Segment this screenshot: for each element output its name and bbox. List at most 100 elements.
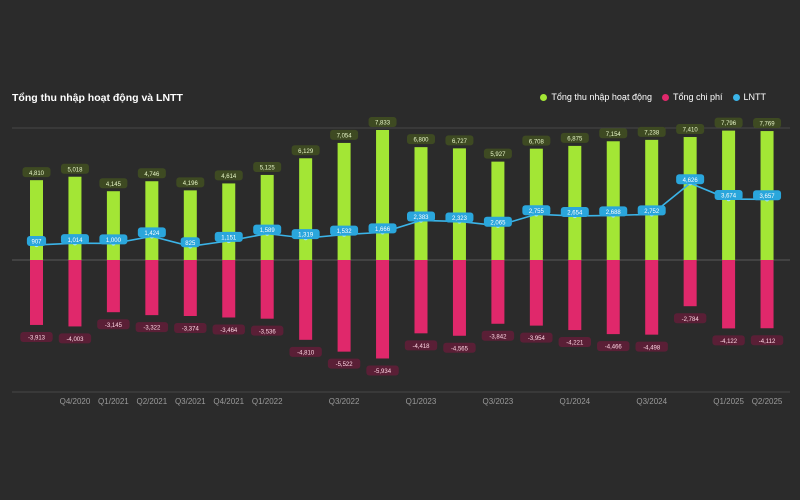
bar-income bbox=[568, 145, 582, 260]
data-label-cost: -3,842 bbox=[489, 334, 507, 340]
data-label-profit: 1,000 bbox=[106, 238, 122, 244]
bar-income bbox=[414, 147, 428, 260]
data-label-profit-bg bbox=[137, 227, 166, 238]
data-label-income-bg bbox=[599, 128, 628, 139]
data-label-income-bg bbox=[483, 148, 512, 159]
legend: Tổng thu nhập hoạt động Tổng chi phí LNT… bbox=[540, 92, 766, 102]
data-label-cost-bg bbox=[443, 342, 476, 353]
data-label-income-bg bbox=[176, 177, 205, 188]
data-label-cost: -3,322 bbox=[143, 326, 161, 332]
data-label-cost-bg bbox=[558, 337, 591, 348]
data-label-profit-bg bbox=[214, 231, 243, 242]
legend-label-cost: Tổng chi phí bbox=[672, 92, 723, 102]
data-label-income-bg bbox=[368, 117, 397, 127]
x-tick-label: Q3/2021 bbox=[175, 397, 206, 406]
bar-income bbox=[183, 190, 197, 260]
data-label-profit: 2,752 bbox=[644, 209, 660, 215]
data-label-profit-bg bbox=[445, 212, 474, 223]
data-label-profit: 1,589 bbox=[260, 228, 276, 234]
data-label-income: 4,810 bbox=[29, 171, 45, 177]
data-label-cost-bg bbox=[597, 341, 630, 352]
x-tick-label: Q1/2022 bbox=[252, 397, 283, 406]
bar-income bbox=[106, 191, 120, 260]
data-label-income: 6,708 bbox=[529, 139, 545, 145]
bar-income bbox=[337, 142, 351, 260]
data-label-cost: -5,522 bbox=[336, 362, 354, 368]
data-label-income: 5,927 bbox=[490, 152, 506, 158]
bar-income bbox=[376, 130, 390, 260]
bar-cost bbox=[491, 260, 505, 324]
data-label-income: 4,196 bbox=[183, 181, 199, 187]
data-label-income-bg bbox=[214, 170, 243, 181]
bar-cost bbox=[68, 260, 82, 327]
data-label-income-bg bbox=[330, 129, 359, 140]
data-label-cost: -4,112 bbox=[759, 339, 776, 345]
data-label-profit-bg bbox=[291, 229, 320, 240]
bar-cost bbox=[337, 260, 351, 352]
data-label-income: 5,125 bbox=[260, 166, 276, 172]
data-label-profit-bg bbox=[522, 205, 551, 216]
data-label-profit: 1,532 bbox=[337, 229, 353, 235]
bar-income bbox=[222, 183, 236, 260]
data-label-cost: -2,784 bbox=[682, 317, 700, 323]
bar-cost bbox=[106, 260, 120, 313]
legend-label-profit: LNTT bbox=[743, 92, 767, 102]
x-tick-label: Q1/2021 bbox=[98, 397, 129, 406]
data-label-income: 6,800 bbox=[413, 138, 429, 144]
legend-item-cost[interactable]: Tổng chi phí bbox=[661, 92, 723, 102]
data-label-cost-bg bbox=[750, 335, 784, 346]
bar-cost bbox=[606, 260, 620, 335]
data-label-income: 7,410 bbox=[683, 128, 699, 134]
x-tick-label: Q2/2021 bbox=[136, 397, 167, 406]
data-label-profit-bg bbox=[26, 235, 47, 246]
data-label-profit: 2,688 bbox=[606, 210, 622, 216]
data-label-cost-bg bbox=[327, 358, 361, 369]
data-label-profit: 3,674 bbox=[721, 194, 737, 200]
data-label-profit: 825 bbox=[185, 241, 196, 247]
x-tick-label: Q4/2021 bbox=[213, 397, 244, 406]
x-tick-label: Q1/2024 bbox=[559, 397, 590, 406]
data-label-profit-bg bbox=[753, 190, 782, 201]
bar-income bbox=[299, 158, 313, 260]
data-label-profit: 4,626 bbox=[683, 178, 699, 184]
legend-item-income[interactable]: Tổng thu nhập hoạt động bbox=[540, 92, 652, 102]
data-label-profit: 2,065 bbox=[490, 220, 506, 226]
data-label-profit-bg bbox=[99, 234, 128, 245]
x-tick-label: Q3/2022 bbox=[329, 397, 360, 406]
data-label-income: 6,129 bbox=[298, 149, 314, 155]
data-label-income: 6,875 bbox=[567, 136, 583, 142]
data-label-cost-bg bbox=[97, 319, 130, 330]
data-label-profit: 2,323 bbox=[452, 216, 468, 222]
data-label-income: 7,154 bbox=[606, 132, 622, 138]
bar-income bbox=[30, 180, 43, 260]
data-label-cost-bg bbox=[135, 322, 169, 333]
data-label-cost-bg bbox=[58, 333, 92, 344]
data-label-profit-bg bbox=[407, 211, 435, 222]
data-label-profit-bg bbox=[676, 174, 705, 185]
data-label-cost-bg bbox=[366, 365, 399, 376]
chart-title: Tổng thu nhập hoạt động và LNTT bbox=[12, 92, 183, 104]
data-label-income-bg bbox=[445, 135, 474, 146]
x-tick-label: Q3/2024 bbox=[636, 397, 667, 406]
bar-cost bbox=[722, 260, 736, 329]
x-tick-label: Q4/2020 bbox=[60, 397, 91, 406]
data-label-income-bg bbox=[291, 145, 320, 156]
data-label-cost: -4,003 bbox=[66, 337, 84, 343]
data-label-cost-bg bbox=[635, 341, 668, 352]
data-label-profit-bg bbox=[180, 237, 200, 248]
legend-marker-income bbox=[540, 93, 548, 101]
bar-cost bbox=[376, 260, 390, 359]
data-label-profit-bg bbox=[330, 225, 359, 236]
bar-cost bbox=[30, 260, 43, 325]
bar-cost bbox=[299, 260, 313, 340]
data-label-profit: 907 bbox=[31, 240, 42, 246]
legend-item-profit[interactable]: LNTT bbox=[732, 92, 767, 102]
bar-income bbox=[145, 181, 159, 260]
bar-income bbox=[529, 148, 543, 260]
data-label-income: 7,833 bbox=[375, 121, 391, 127]
data-label-income: 7,054 bbox=[337, 134, 353, 140]
data-label-profit-bg bbox=[60, 234, 89, 245]
data-label-income-bg bbox=[676, 124, 705, 135]
